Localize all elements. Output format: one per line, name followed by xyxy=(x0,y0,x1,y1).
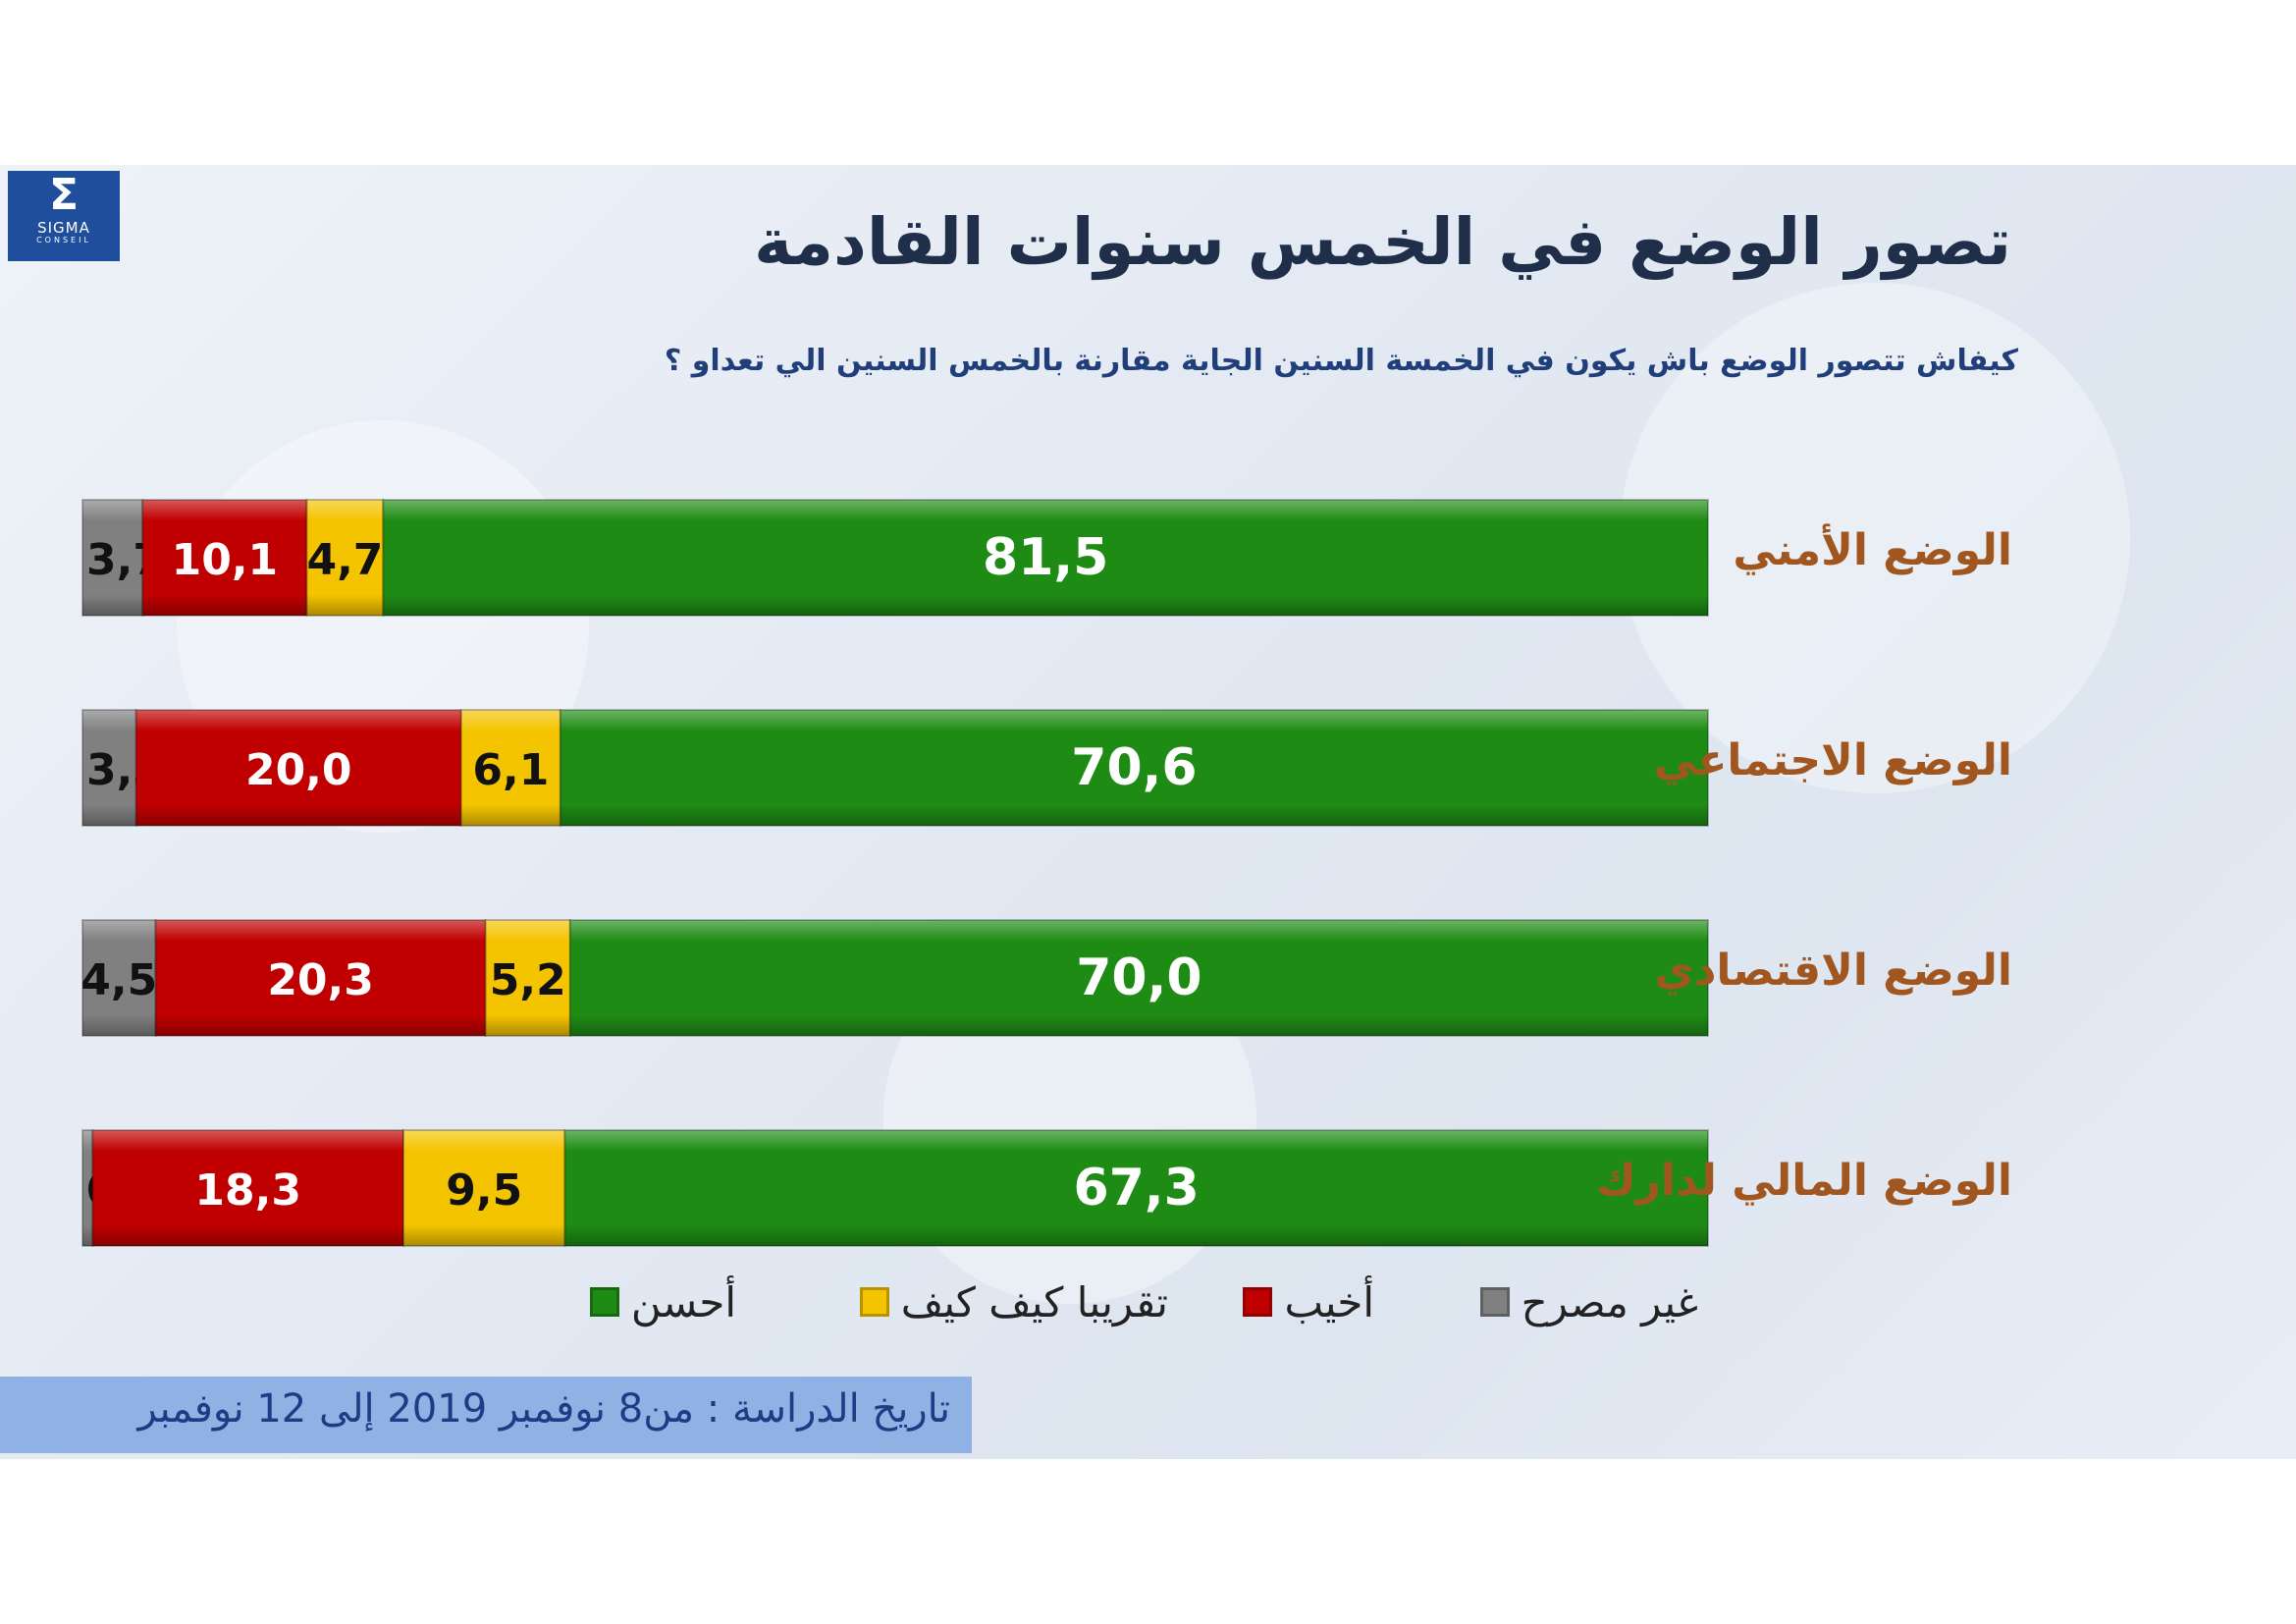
bar-value-label: 9,5 xyxy=(446,1165,522,1216)
bar-value-label: 6,1 xyxy=(472,745,549,795)
category-label: الوضع الاجتماعي xyxy=(1653,735,2012,785)
legend-item: غير مصرح xyxy=(1479,1272,1698,1331)
stacked-bar-chart: 3,7 10,1 4,7 81,53,3 20,0 6,1 70,64,5 20,3 5,2 70… xyxy=(80,499,1709,1247)
bar-value-label: 70,0 xyxy=(1076,948,1201,1007)
legend-label: أحسن xyxy=(630,1277,736,1326)
bar-segment-shade xyxy=(134,709,462,827)
study-date: تاريخ الدراسة : من8 نوفمبر 2019 إلى 12 ن… xyxy=(137,1386,950,1432)
legend-swatch xyxy=(589,1287,619,1317)
bar-segment-shade xyxy=(81,709,137,827)
legend-label: غير مصرح xyxy=(1521,1277,1698,1326)
bar-value-label: 81,5 xyxy=(983,528,1108,587)
bar-segment-shade xyxy=(459,709,561,827)
bar-value-label: 4,7 xyxy=(306,535,383,585)
chart-title: تصور الوضع في الخمس سنوات القادمة xyxy=(754,204,2011,280)
category-label: الوضع الأمني xyxy=(1733,525,2012,575)
bar-value-label: 20,3 xyxy=(267,955,374,1005)
bar-value-label: 5,2 xyxy=(490,955,566,1005)
bar-segment-shade xyxy=(568,919,1709,1037)
bar-segment-shade xyxy=(559,709,1709,827)
bar-value-label: 4,5 xyxy=(80,955,157,1005)
category-label: الوضع المالي لدارك xyxy=(1596,1156,2012,1206)
legend-swatch xyxy=(859,1287,889,1317)
legend-label: تقريبا كيف كيف xyxy=(900,1277,1168,1326)
bar-value-label: 70,6 xyxy=(1071,738,1197,797)
legend-swatch xyxy=(1479,1287,1510,1317)
logo-brand: SIGMA xyxy=(37,219,90,237)
legend-item: أخيب xyxy=(1243,1272,1374,1331)
bar-value-label: 10,1 xyxy=(172,535,279,585)
bar-segment-shade xyxy=(154,919,487,1037)
bar-segment-shade xyxy=(81,499,144,617)
bar-value-label: 20,0 xyxy=(245,745,352,795)
bar-segment-shade xyxy=(81,919,157,1037)
bar-segment-shade xyxy=(305,499,385,617)
chart-subtitle: كيفاش تتصور الوضع باش يكون في الخمسة الس… xyxy=(664,344,2018,378)
legend: غير مصرح أخيب تقريبا كيف كيف أحسن xyxy=(589,1272,1698,1331)
sigma-logo: Σ SIGMA CONSEIL xyxy=(8,171,120,261)
legend-item: تقريبا كيف كيف xyxy=(859,1272,1168,1331)
sigma-icon: Σ xyxy=(48,170,80,220)
bar-segment-shade xyxy=(382,499,1709,617)
bar-segment-shade xyxy=(484,919,571,1037)
bar-value-label: 67,3 xyxy=(1074,1159,1200,1218)
logo-sub: CONSEIL xyxy=(36,236,91,244)
category-label: الوضع الاقتصادي xyxy=(1654,946,2012,996)
bar-segment-shade xyxy=(141,499,308,617)
legend-item: أحسن xyxy=(589,1272,736,1331)
bar-segment-shade xyxy=(563,1129,1709,1247)
bar-value-label: 18,3 xyxy=(194,1165,301,1216)
legend-swatch xyxy=(1243,1287,1273,1317)
legend-label: أخيب xyxy=(1284,1277,1374,1326)
date-strip: تاريخ الدراسة : من8 نوفمبر 2019 إلى 12 ن… xyxy=(0,1377,972,1453)
slide: Σ SIGMA CONSEIL تصور الوضع في الخمس سنوا… xyxy=(0,165,2296,1459)
